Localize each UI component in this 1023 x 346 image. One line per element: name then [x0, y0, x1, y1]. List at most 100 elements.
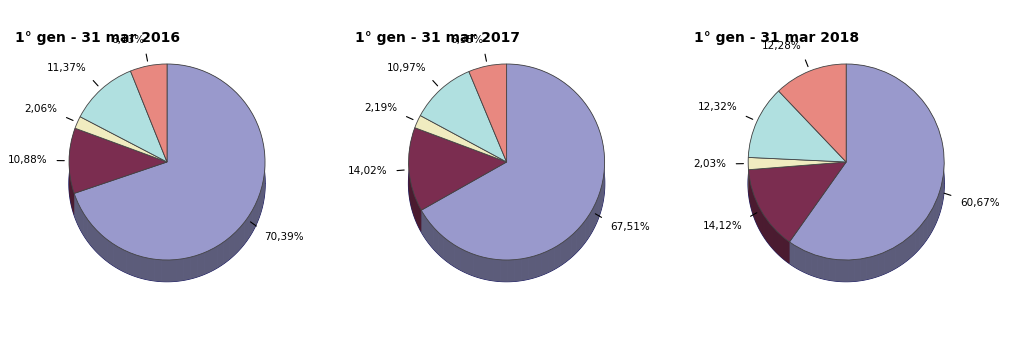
Polygon shape — [454, 245, 460, 270]
Wedge shape — [75, 64, 265, 260]
Polygon shape — [249, 210, 253, 238]
Polygon shape — [120, 248, 127, 273]
Text: 12,28%: 12,28% — [762, 41, 802, 51]
Polygon shape — [817, 256, 824, 279]
Polygon shape — [784, 237, 785, 260]
Polygon shape — [259, 190, 261, 218]
Polygon shape — [787, 240, 789, 263]
Polygon shape — [581, 220, 585, 247]
Polygon shape — [169, 260, 176, 282]
Wedge shape — [131, 64, 167, 162]
Polygon shape — [830, 258, 836, 281]
Polygon shape — [790, 242, 795, 267]
Polygon shape — [795, 245, 800, 270]
Polygon shape — [854, 259, 860, 281]
Polygon shape — [848, 260, 854, 282]
Polygon shape — [217, 242, 223, 267]
Wedge shape — [421, 64, 605, 260]
Polygon shape — [234, 228, 239, 254]
Polygon shape — [566, 236, 572, 262]
Polygon shape — [425, 216, 429, 243]
Polygon shape — [408, 85, 605, 282]
Polygon shape — [434, 227, 438, 254]
Polygon shape — [842, 260, 848, 282]
Wedge shape — [75, 117, 167, 162]
Polygon shape — [836, 260, 842, 281]
Polygon shape — [790, 64, 944, 282]
Polygon shape — [87, 219, 92, 246]
Polygon shape — [114, 244, 120, 270]
Polygon shape — [931, 206, 934, 233]
Polygon shape — [890, 247, 896, 271]
Polygon shape — [162, 260, 169, 282]
Text: 2,03%: 2,03% — [694, 159, 726, 169]
Polygon shape — [781, 235, 782, 257]
Polygon shape — [601, 182, 603, 211]
Polygon shape — [92, 225, 97, 252]
Text: 1° gen - 31 mar 2016: 1° gen - 31 mar 2016 — [15, 31, 180, 45]
Polygon shape — [824, 257, 830, 280]
Polygon shape — [593, 202, 596, 230]
Polygon shape — [522, 257, 529, 280]
Polygon shape — [239, 222, 244, 249]
Polygon shape — [211, 246, 217, 271]
Polygon shape — [789, 241, 790, 263]
Polygon shape — [75, 64, 265, 282]
Polygon shape — [183, 257, 190, 280]
Text: 11,37%: 11,37% — [47, 63, 87, 73]
Polygon shape — [176, 258, 183, 281]
Polygon shape — [779, 233, 780, 255]
Polygon shape — [936, 195, 938, 222]
Polygon shape — [421, 210, 425, 238]
Polygon shape — [102, 235, 107, 262]
Polygon shape — [786, 239, 787, 262]
Text: 1° gen - 31 mar 2018: 1° gen - 31 mar 2018 — [695, 31, 859, 45]
Polygon shape — [507, 260, 515, 282]
Text: 10,97%: 10,97% — [387, 63, 427, 73]
Polygon shape — [800, 248, 806, 273]
Polygon shape — [244, 216, 249, 244]
Wedge shape — [749, 162, 846, 242]
Polygon shape — [554, 244, 561, 269]
Polygon shape — [529, 256, 535, 279]
Polygon shape — [927, 212, 931, 238]
Polygon shape — [940, 183, 942, 210]
Text: 14,02%: 14,02% — [348, 166, 388, 176]
Polygon shape — [466, 252, 474, 276]
Polygon shape — [438, 232, 443, 258]
Polygon shape — [75, 193, 77, 222]
Polygon shape — [910, 231, 916, 257]
Wedge shape — [790, 64, 944, 260]
Polygon shape — [80, 207, 84, 235]
Polygon shape — [896, 243, 901, 268]
Text: 1° gen - 31 mar 2017: 1° gen - 31 mar 2017 — [355, 31, 520, 45]
Wedge shape — [748, 91, 846, 162]
Polygon shape — [572, 231, 576, 257]
Polygon shape — [197, 253, 205, 277]
Polygon shape — [154, 259, 162, 281]
Polygon shape — [261, 183, 263, 211]
Polygon shape — [603, 175, 604, 204]
Polygon shape — [782, 236, 783, 258]
Wedge shape — [469, 64, 506, 162]
Polygon shape — [127, 251, 133, 275]
Text: 67,51%: 67,51% — [610, 222, 650, 232]
Polygon shape — [494, 259, 500, 281]
Text: 14,12%: 14,12% — [703, 221, 743, 231]
Polygon shape — [77, 200, 80, 228]
Polygon shape — [253, 203, 256, 231]
Polygon shape — [901, 239, 906, 265]
Polygon shape — [429, 222, 434, 249]
Polygon shape — [934, 201, 936, 228]
Polygon shape — [598, 189, 601, 217]
Polygon shape — [69, 128, 75, 215]
Wedge shape — [748, 157, 846, 170]
Polygon shape — [576, 226, 581, 252]
Polygon shape — [906, 236, 910, 261]
Polygon shape — [263, 175, 264, 204]
Wedge shape — [414, 116, 506, 162]
Polygon shape — [69, 85, 265, 282]
Polygon shape — [860, 258, 866, 281]
Polygon shape — [449, 241, 454, 267]
Polygon shape — [916, 227, 920, 253]
